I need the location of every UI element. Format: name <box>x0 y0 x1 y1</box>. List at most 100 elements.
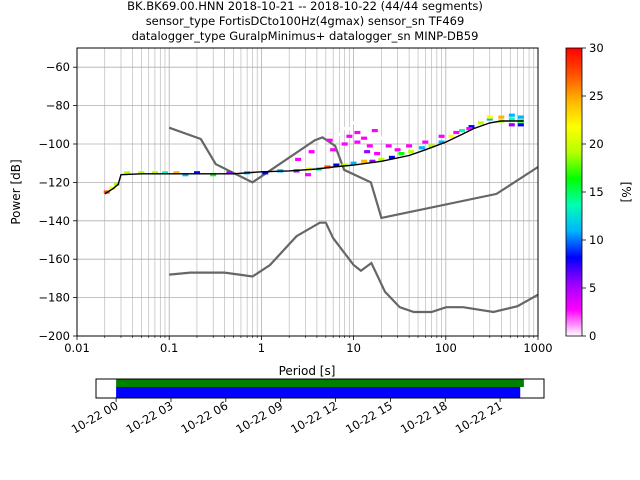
probability-cell <box>361 159 368 163</box>
x-tick-label: 100 <box>435 341 457 355</box>
timeline-tick-label: 10-22 03 <box>124 398 176 436</box>
title-line-3: datalogger_type GuralpMinimus+ datalogge… <box>132 29 479 43</box>
colorbar-tick-label: 0 <box>589 329 596 343</box>
probability-cells <box>103 113 524 194</box>
colorbar-gradient <box>565 47 583 337</box>
colorbar: 0 5 10 15 20 25 30 [%] <box>565 41 633 343</box>
timeline-bar-blue <box>116 387 521 398</box>
probability-cell <box>466 127 473 131</box>
probability-cell <box>438 134 445 138</box>
plot-frame <box>76 47 539 337</box>
probability-cell <box>326 138 333 142</box>
probability-cell <box>366 144 373 148</box>
probability-cell <box>378 157 385 161</box>
probability-cell <box>194 171 200 175</box>
timeline-ticks: 10-22 00 10-22 03 10-22 06 10-22 09 10-22 12… <box>69 398 505 436</box>
probability-cell <box>341 142 348 146</box>
probability-cell <box>151 171 158 175</box>
probability-cell <box>428 144 435 148</box>
x-tick-label: 1000 <box>523 341 552 355</box>
probability-cell <box>124 171 131 175</box>
probability-cell <box>438 140 445 144</box>
colorbar-ticks: 0 5 10 15 20 25 30 <box>582 41 604 343</box>
probability-cell <box>406 144 413 148</box>
probability-cell <box>388 155 395 159</box>
timeline-bars <box>116 379 524 398</box>
timeline-tick-label: 10-22 00 <box>69 398 121 436</box>
probability-cell <box>350 121 357 125</box>
probability-cell <box>113 182 120 186</box>
x-axis-label: Period [s] <box>279 364 336 378</box>
timeline-tick-label: 10-22 06 <box>179 398 231 436</box>
y-tick-label: −160 <box>38 252 70 266</box>
probability-cell <box>308 150 315 154</box>
timeline-tick-label: 10-22 15 <box>343 398 395 436</box>
mode-curve <box>104 120 524 195</box>
y-tick-label: −80 <box>46 99 70 113</box>
probability-cell <box>394 148 401 152</box>
timeline-tick-label: 10-22 12 <box>288 398 340 436</box>
colorbar-tick-label: 15 <box>589 185 604 199</box>
probability-cell <box>361 136 368 140</box>
probability-cell <box>422 140 429 144</box>
title-line-1: BK.BK69.00.HNN 2018-10-21 -- 2018-10-22 … <box>127 0 483 13</box>
probability-cell <box>477 121 484 125</box>
probability-cell <box>318 142 325 146</box>
x-tick-label: 10 <box>346 341 361 355</box>
x-tick-label: 1 <box>258 341 265 355</box>
colorbar-tick-label: 30 <box>589 41 604 55</box>
probability-cell <box>371 129 378 133</box>
ppsd-plot: 0.01 0.1 1 10 100 1000 −200 −180 −160 −140 −120 −1… <box>9 47 553 378</box>
probability-cell <box>498 115 505 119</box>
probability-cell <box>453 130 460 135</box>
probability-cell <box>109 186 116 190</box>
colorbar-tick-label: 10 <box>589 233 604 247</box>
timeline-frame <box>95 378 545 399</box>
probability-cell <box>508 117 515 121</box>
probability-cell <box>468 125 475 129</box>
probability-cell <box>210 173 217 177</box>
timeline-tick-label: 10-22 21 <box>453 398 505 436</box>
probability-cell <box>182 173 189 177</box>
grid <box>76 48 538 337</box>
data-availability-timeline: 10-22 00 10-22 03 10-22 06 10-22 09 10-22 12… <box>69 378 545 436</box>
y-tick-label: −180 <box>38 291 70 305</box>
noise-model-low <box>169 221 539 314</box>
probability-cell <box>364 150 371 154</box>
y-tick-label: −200 <box>38 329 70 343</box>
probability-cell <box>354 140 361 144</box>
probability-cell <box>517 115 524 119</box>
timeline-tick-label: 10-22 18 <box>398 398 450 436</box>
y-tick-label: −120 <box>38 175 70 189</box>
timeline-bar-green <box>116 379 524 387</box>
probability-cell <box>517 123 524 127</box>
probability-cell <box>336 132 343 136</box>
probability-cell <box>346 134 353 138</box>
probability-cell <box>162 171 168 175</box>
probability-cell <box>408 150 415 154</box>
colorbar-tick-label: 25 <box>589 89 604 103</box>
title-line-2: sensor_type FortisDCto100Hz(4gmax) senso… <box>146 14 465 28</box>
probability-cell <box>344 127 351 131</box>
x-tick-label: 0.1 <box>160 341 178 355</box>
probability-cell <box>418 146 425 150</box>
y-axis-label: Power [dB] <box>9 159 23 224</box>
colorbar-tick-label: 20 <box>589 137 604 151</box>
probability-cell <box>138 171 145 175</box>
probability-cell <box>226 171 233 175</box>
probability-cell <box>330 148 337 152</box>
y-ticks: −200 −180 −160 −140 −120 −100 −80 −60 <box>38 60 77 343</box>
probability-cell <box>364 123 371 127</box>
colorbar-tick-label: 5 <box>589 281 596 295</box>
probability-cell <box>378 136 385 140</box>
probability-cell <box>305 173 311 177</box>
probability-cell <box>508 113 515 117</box>
probability-cell <box>374 152 381 156</box>
colorbar-label: [%] <box>619 182 633 203</box>
probability-cell <box>448 134 455 138</box>
probability-cell <box>369 159 376 163</box>
probability-cell <box>398 152 405 156</box>
probability-cell <box>262 171 269 175</box>
probability-cell <box>385 144 392 148</box>
probability-cell <box>508 123 515 127</box>
